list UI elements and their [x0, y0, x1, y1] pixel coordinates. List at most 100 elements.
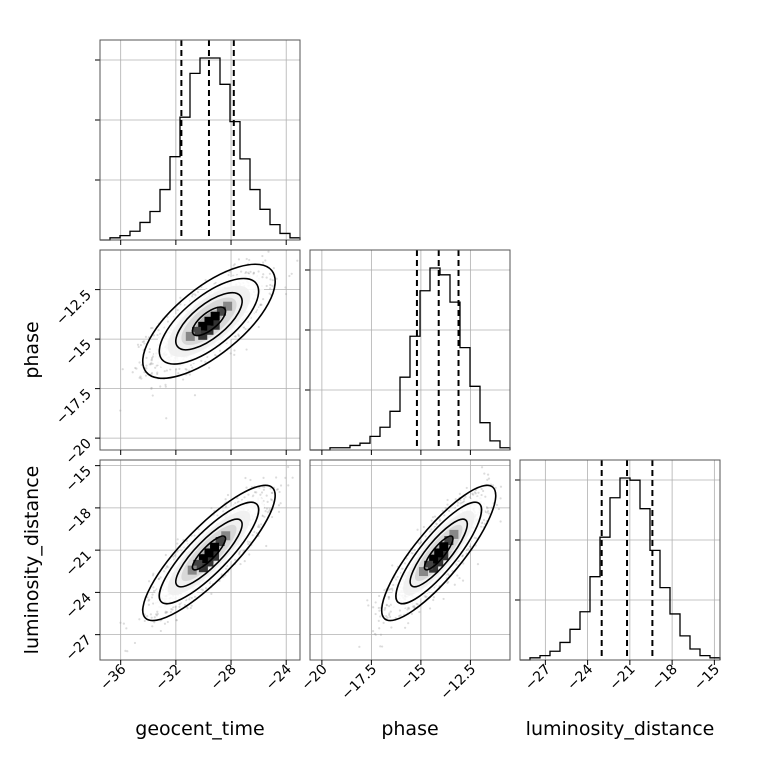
density-bin [424, 560, 434, 570]
scatter-point [147, 599, 150, 602]
scatter-point [396, 575, 399, 579]
axes-frame [309, 249, 511, 451]
scatter-point [413, 605, 416, 608]
scatter-point [416, 603, 419, 606]
scatter-phase-vs-luminosity_distance: −20 −17.5 −15 −12.5 [299, 459, 511, 704]
scatter-point [458, 576, 461, 580]
scatter-point [487, 510, 490, 513]
scatter-point [287, 465, 290, 469]
scatter-point [275, 476, 278, 479]
scatter-point [278, 490, 281, 494]
scatter-point [404, 626, 407, 629]
scatter-point [390, 626, 393, 629]
scatter-point [137, 345, 140, 349]
scatter-point [156, 372, 159, 376]
scatter-point [191, 295, 194, 298]
tick-label-y: −15 [63, 337, 95, 369]
scatter-point [234, 335, 237, 338]
scatter-point [258, 486, 261, 489]
tick-label-y: −24 [63, 590, 95, 622]
scatter-point [480, 466, 484, 469]
density-bin [185, 331, 195, 341]
scatter-point [176, 538, 179, 541]
scatter-point [352, 660, 354, 662]
scatter-contents [352, 466, 503, 662]
scatter-point [262, 488, 265, 491]
scatter-point [374, 612, 377, 616]
scatter-point [499, 485, 503, 488]
scatter-point [382, 621, 385, 624]
scatter-point [430, 519, 433, 522]
density-bin [434, 548, 444, 558]
scatter-point [387, 597, 390, 600]
scatter-point [480, 493, 483, 497]
scatter-point [494, 486, 497, 489]
scatter-point [407, 622, 410, 625]
scatter-point [170, 608, 173, 611]
tick-label-x: −36 [97, 661, 129, 693]
scatter-point [163, 370, 166, 373]
tick-label-x: −27 [522, 662, 554, 694]
scatter-point [472, 493, 475, 496]
scatter-point [245, 257, 248, 261]
scatter-point [399, 614, 402, 617]
scatter-point [166, 320, 170, 323]
scatter-point [122, 622, 125, 625]
scatter-point [133, 641, 137, 645]
scatter-point [394, 578, 398, 581]
tick-label-x: −17.5 [339, 662, 381, 704]
scatter-point [191, 293, 194, 296]
scatter-point [210, 592, 213, 595]
scatter-point [237, 333, 240, 336]
scatter-point [269, 283, 272, 287]
axis-label-x: phase [381, 718, 438, 740]
scatter-point [163, 570, 166, 573]
scatter-point [186, 607, 189, 610]
scatter-point [386, 616, 389, 619]
axes-frame [99, 249, 301, 451]
scatter-point [448, 509, 451, 513]
scatter-point [271, 279, 274, 282]
scatter-point [193, 394, 197, 397]
scatter-point [433, 515, 437, 518]
histogram-phase [305, 249, 511, 455]
scatter-contents [119, 250, 299, 420]
scatter-point [268, 509, 271, 513]
tick-label-x: −24 [263, 661, 295, 693]
scatter-point [455, 563, 458, 566]
scatter-contents [119, 465, 294, 653]
scatter-point [374, 601, 377, 604]
scatter-point [389, 587, 392, 591]
scatter-point [204, 360, 207, 364]
scatter-point [149, 613, 153, 616]
scatter-point [145, 364, 148, 367]
scatter-point [151, 625, 154, 628]
scatter-point [179, 303, 182, 306]
scatter-point [159, 385, 162, 388]
scatter-point [275, 277, 278, 280]
scatter-point [260, 523, 263, 526]
scatter-point [358, 645, 361, 648]
scatter-point [424, 595, 427, 598]
scatter-point [263, 515, 266, 518]
axis-label-x: luminosity_distance [526, 718, 715, 740]
scatter-point [151, 355, 155, 358]
scatter-point [373, 632, 377, 636]
scatter-point [185, 368, 188, 371]
scatter-point [237, 258, 241, 261]
scatter-point [388, 613, 391, 617]
scatter-point [204, 587, 208, 590]
scatter-point [152, 602, 155, 605]
density-bin [210, 311, 220, 321]
scatter-point [226, 493, 230, 497]
scatter-point [169, 368, 172, 371]
scatter-point [164, 385, 167, 388]
scatter-point [164, 383, 167, 386]
tick-label-y: −17.5 [53, 386, 95, 428]
scatter-point [453, 583, 456, 586]
scatter-point [277, 510, 281, 513]
density-bin [216, 306, 226, 316]
scatter-point [156, 371, 159, 374]
scatter-point [266, 511, 269, 514]
scatter-point [413, 606, 416, 609]
